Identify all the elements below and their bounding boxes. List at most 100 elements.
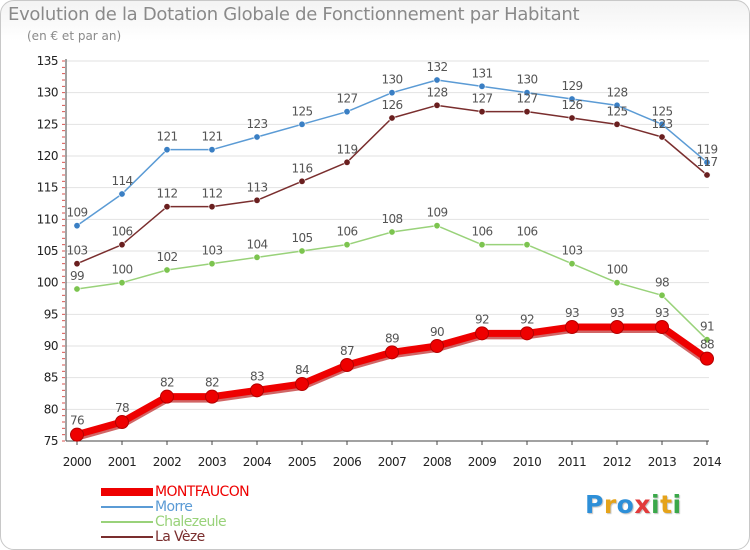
data-point-chalezeule-2002: [163, 266, 171, 274]
data-point-la-v-ze-2011: [568, 114, 576, 122]
legend-swatch-morre: [101, 506, 153, 508]
logo-letter: r: [603, 490, 617, 519]
data-point-la-v-ze-2005: [298, 177, 306, 185]
x-tick-label-2002: 2002: [153, 455, 182, 469]
data-point-la-v-ze-2007: [388, 114, 396, 122]
x-tick-label-2006: 2006: [333, 455, 362, 469]
data-point-chalezeule-2010: [523, 241, 531, 249]
data-label-chalezeule-2004: 104: [246, 237, 267, 251]
x-tick-label-2008: 2008: [423, 455, 452, 469]
proxiti-logo: Proxiti: [585, 490, 682, 519]
data-label-la-v-ze-2000: 103: [66, 244, 87, 258]
data-label-montfaucon-2013: 93: [655, 306, 669, 320]
data-label-la-v-ze-2003: 112: [201, 187, 222, 201]
data-point-la-v-ze-2001: [118, 241, 126, 249]
data-label-morre-2008: 132: [426, 60, 447, 74]
data-label-la-v-ze-2002: 112: [156, 187, 177, 201]
data-point-la-v-ze-2012: [613, 120, 621, 128]
data-point-morre-2014: [703, 158, 711, 166]
data-label-morre-2007: 130: [381, 73, 402, 87]
data-point-montfaucon-2014: [700, 351, 714, 366]
data-point-montfaucon-2012: [610, 320, 624, 334]
data-label-la-v-ze-2014: 117: [696, 155, 717, 169]
chart-title: Evolution de la Dotation Globale de Fonc…: [8, 4, 580, 25]
y-tick-label-120: 120: [37, 149, 58, 163]
legend-label-montfaucon: MONTFAUCON: [155, 484, 250, 500]
logo-letter: o: [616, 490, 635, 519]
x-tick-label-2011: 2011: [558, 455, 587, 469]
legend-swatch-la-v-ze: [101, 536, 153, 538]
data-point-montfaucon-2008: [430, 339, 444, 353]
data-label-la-v-ze-2011: 126: [561, 98, 582, 112]
data-point-chalezeule-2012: [613, 279, 621, 287]
legend-swatch-chalezeule: [101, 521, 153, 523]
data-point-la-v-ze-2004: [253, 196, 261, 204]
data-point-morre-2008: [433, 76, 441, 84]
data-label-la-v-ze-2013: 123: [651, 117, 672, 131]
data-label-la-v-ze-2004: 113: [246, 180, 267, 194]
data-label-chalezeule-2000: 99: [70, 269, 84, 283]
data-label-montfaucon-2011: 93: [565, 306, 579, 320]
data-label-chalezeule-2011: 103: [561, 244, 582, 258]
x-tick-label-2003: 2003: [198, 455, 227, 469]
x-tick-label-2004: 2004: [243, 455, 272, 469]
data-label-morre-2006: 127: [336, 92, 357, 106]
legend-label-morre: Morre: [155, 499, 193, 515]
data-label-morre-2005: 125: [291, 104, 312, 118]
data-point-chalezeule-2003: [208, 260, 216, 268]
data-label-la-v-ze-2008: 128: [426, 85, 447, 99]
legend-label-la-v-ze: La Vèze: [155, 529, 205, 545]
data-point-chalezeule-2007: [388, 228, 396, 236]
data-label-montfaucon-2001: 78: [115, 401, 129, 415]
y-tick-label-95: 95: [44, 307, 58, 321]
data-point-montfaucon-2007: [385, 345, 399, 360]
data-label-chalezeule-2002: 102: [156, 250, 177, 264]
data-point-montfaucon-2011: [565, 320, 579, 334]
y-tick-label-125: 125: [37, 117, 58, 131]
data-point-montfaucon-2010: [520, 326, 534, 341]
data-label-la-v-ze-2007: 126: [381, 98, 402, 112]
data-point-la-v-ze-2000: [73, 260, 81, 268]
data-label-chalezeule-2007: 108: [381, 212, 402, 226]
data-label-morre-2002: 121: [156, 130, 177, 144]
data-point-montfaucon-2001: [115, 415, 129, 429]
data-point-la-v-ze-2003: [208, 203, 216, 211]
x-tick-label-2007: 2007: [378, 455, 407, 469]
data-label-montfaucon-2003: 82: [205, 376, 219, 390]
data-point-chalezeule-2006: [343, 241, 351, 249]
data-point-la-v-ze-2013: [658, 133, 666, 141]
data-label-montfaucon-2007: 89: [385, 331, 399, 345]
legend-swatch-montfaucon: [101, 488, 153, 496]
data-label-montfaucon-2012: 93: [610, 306, 624, 320]
data-point-morre-2003: [208, 146, 216, 154]
logo-letter: x: [634, 490, 651, 519]
y-tick-label-110: 110: [37, 212, 58, 226]
data-label-chalezeule-2006: 106: [336, 225, 357, 239]
data-label-montfaucon-2004: 83: [250, 369, 264, 383]
data-label-la-v-ze-2009: 127: [471, 92, 492, 106]
x-tick-label-2001: 2001: [108, 455, 137, 469]
data-label-chalezeule-2001: 100: [111, 263, 132, 277]
data-label-chalezeule-2009: 106: [471, 225, 492, 239]
data-label-morre-2012: 128: [606, 85, 627, 99]
data-label-morre-2010: 130: [516, 73, 537, 87]
data-point-chalezeule-2008: [433, 222, 441, 230]
data-point-la-v-ze-2006: [343, 158, 351, 166]
data-point-montfaucon-2013: [655, 320, 669, 334]
data-label-montfaucon-2005: 84: [295, 363, 309, 377]
data-label-chalezeule-2014: 91: [700, 320, 714, 334]
data-point-montfaucon-2009: [475, 326, 489, 341]
data-point-montfaucon-2005: [295, 377, 309, 391]
x-tick-label-2012: 2012: [603, 455, 632, 469]
data-point-chalezeule-2014: [703, 336, 711, 344]
data-label-montfaucon-2009: 92: [475, 312, 489, 326]
data-point-morre-2011: [568, 95, 576, 103]
data-point-morre-2009: [478, 82, 486, 90]
y-tick-label-80: 80: [44, 402, 58, 416]
data-label-morre-2001: 114: [111, 174, 132, 188]
data-point-la-v-ze-2008: [433, 101, 441, 109]
legend-label-chalezeule: Chalezeule: [155, 514, 227, 530]
data-point-montfaucon-2003: [205, 389, 219, 404]
